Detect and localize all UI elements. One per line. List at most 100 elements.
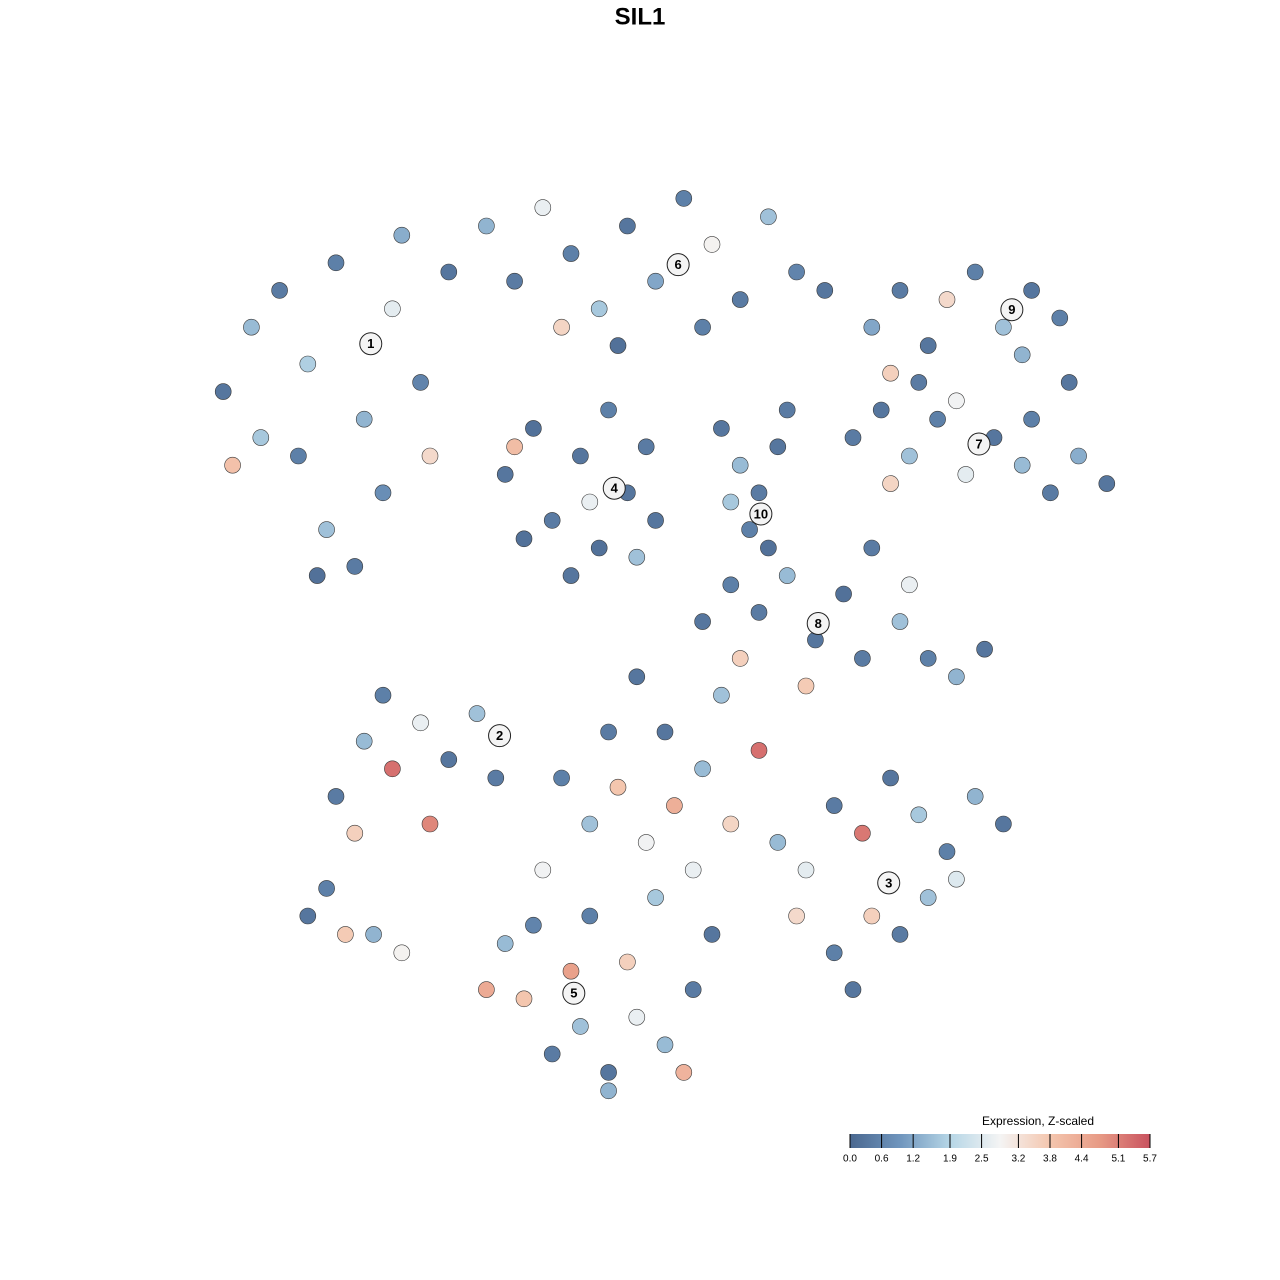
point <box>628 1008 646 1026</box>
point <box>966 263 984 281</box>
point <box>1051 309 1069 327</box>
point <box>816 282 834 299</box>
cluster-label: 6 <box>675 257 682 272</box>
cluster-label: 9 <box>1008 302 1015 317</box>
point <box>637 438 655 456</box>
point <box>421 815 439 833</box>
point <box>694 760 711 778</box>
point <box>675 1064 693 1081</box>
point <box>919 889 937 906</box>
point <box>355 410 373 428</box>
point <box>619 953 636 971</box>
point <box>214 383 232 400</box>
point <box>346 824 364 842</box>
point <box>872 401 890 419</box>
cluster-label: 3 <box>885 875 892 890</box>
colorbar-tick-label: 4.4 <box>1075 1154 1089 1165</box>
point <box>1070 447 1087 465</box>
point <box>835 585 852 603</box>
point <box>534 861 552 879</box>
point <box>694 613 711 630</box>
point <box>948 392 965 410</box>
point <box>609 778 627 796</box>
point <box>647 512 664 529</box>
point <box>374 686 392 704</box>
point <box>901 447 918 465</box>
point <box>1013 456 1031 474</box>
point <box>910 374 928 391</box>
point <box>741 521 758 538</box>
colorbar-tick-label: 2.5 <box>975 1154 989 1165</box>
point <box>468 705 486 722</box>
point <box>647 889 664 906</box>
cluster-label-badge <box>967 432 991 456</box>
point <box>299 907 317 925</box>
point <box>562 962 580 980</box>
point <box>750 742 768 759</box>
point <box>581 815 599 833</box>
cluster-label-badge <box>602 476 626 500</box>
point <box>919 650 937 667</box>
point <box>797 677 815 695</box>
point <box>393 226 411 244</box>
point <box>374 484 392 502</box>
point <box>393 944 411 962</box>
point <box>299 355 317 373</box>
cluster-label-badge <box>877 871 901 895</box>
point <box>957 466 975 483</box>
colorbar-title: Expression, Z-scaled <box>982 1114 1094 1128</box>
point <box>337 926 354 943</box>
point <box>384 760 401 778</box>
cluster-label: 5 <box>570 986 577 1001</box>
point <box>590 300 608 318</box>
cluster-label-badge <box>666 253 690 277</box>
point <box>600 1064 617 1081</box>
point <box>637 834 655 851</box>
colorbar-tick-label: 0.0 <box>843 1154 857 1165</box>
point <box>619 217 636 235</box>
point <box>760 208 777 226</box>
point <box>515 990 533 1008</box>
point <box>788 263 805 281</box>
colorbar-tick-label: 5.1 <box>1111 1154 1125 1165</box>
point <box>412 714 429 732</box>
point <box>553 318 570 336</box>
point <box>976 640 993 658</box>
point <box>543 1045 561 1063</box>
cluster-label: 8 <box>815 616 822 631</box>
point <box>769 834 787 851</box>
point <box>440 751 458 768</box>
cluster-label-badge <box>359 332 383 356</box>
cluster-label: 10 <box>754 506 768 521</box>
point <box>684 981 702 998</box>
point <box>938 843 956 860</box>
point <box>346 558 364 575</box>
cluster-label-badge <box>749 502 773 526</box>
colorbar-tick-label: 5.7 <box>1143 1154 1157 1165</box>
point <box>929 410 946 428</box>
point <box>355 732 373 750</box>
colorbar-tick-label: 3.2 <box>1011 1154 1025 1165</box>
point <box>600 401 617 419</box>
cluster-label: 2 <box>496 728 503 743</box>
point <box>572 447 589 465</box>
point <box>1042 484 1059 502</box>
point <box>318 521 335 538</box>
point <box>252 429 270 446</box>
point <box>478 217 495 235</box>
point <box>938 291 956 308</box>
point <box>722 815 740 833</box>
point <box>543 512 561 529</box>
point <box>863 318 881 336</box>
point <box>731 291 749 308</box>
point <box>384 300 401 318</box>
point <box>882 475 899 492</box>
point <box>572 1018 589 1035</box>
point <box>910 806 928 824</box>
colorbar-tick-label: 1.9 <box>943 1154 957 1165</box>
cluster-label-badge <box>1000 298 1024 322</box>
point <box>778 401 796 419</box>
point <box>656 723 674 741</box>
point <box>1023 410 1040 428</box>
point <box>628 548 646 566</box>
